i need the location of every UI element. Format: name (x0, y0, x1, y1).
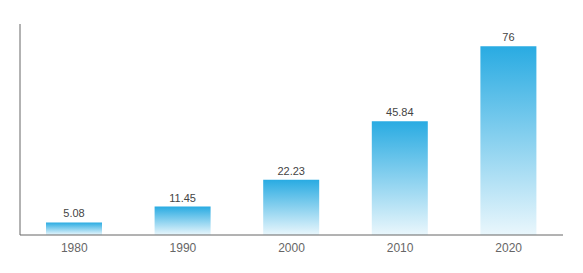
svg-text:2010: 2010 (387, 241, 414, 255)
svg-text:76: 76 (502, 31, 514, 43)
svg-text:5.08: 5.08 (63, 207, 84, 219)
svg-text:2020: 2020 (495, 241, 522, 255)
svg-text:1990: 1990 (170, 241, 197, 255)
svg-text:2000: 2000 (278, 241, 305, 255)
svg-text:1980: 1980 (61, 241, 88, 255)
svg-text:11.45: 11.45 (169, 192, 196, 204)
svg-text:45.84: 45.84 (386, 106, 414, 118)
svg-text:22.23: 22.23 (277, 165, 305, 177)
